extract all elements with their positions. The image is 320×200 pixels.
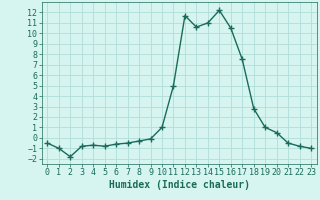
X-axis label: Humidex (Indice chaleur): Humidex (Indice chaleur) <box>109 180 250 190</box>
